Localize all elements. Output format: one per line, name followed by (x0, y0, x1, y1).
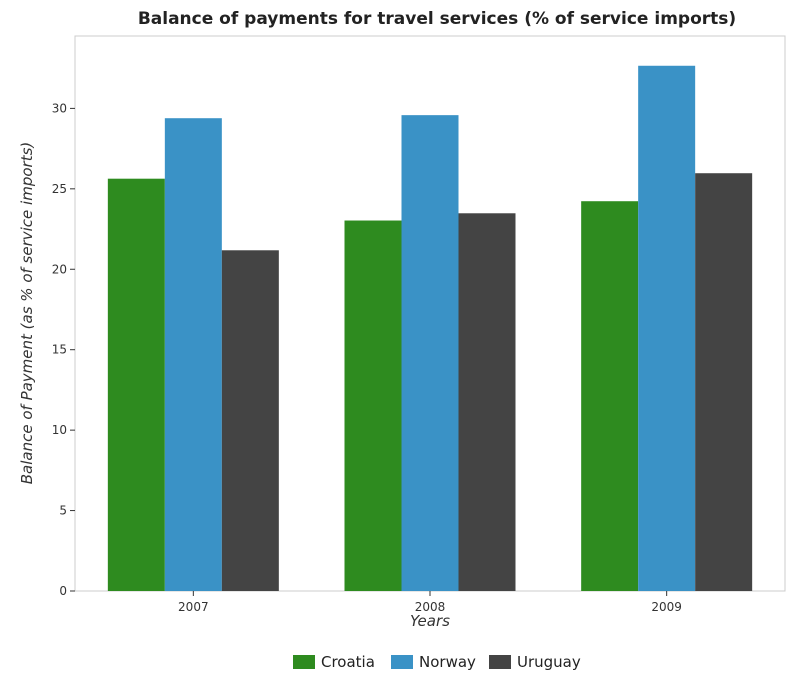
legend-swatch-croatia (293, 655, 315, 669)
x-tick-label: 2009 (651, 600, 682, 614)
legend-swatch-norway (391, 655, 413, 669)
y-tick-label: 0 (59, 584, 67, 598)
y-tick-label: 10 (52, 423, 67, 437)
bar-norway-2008 (402, 115, 459, 591)
legend-label-uruguay: Uruguay (517, 653, 581, 671)
legend-label-croatia: Croatia (321, 653, 375, 671)
y-axis-ticks: 0 5 10 15 20 25 30 (52, 101, 75, 598)
y-tick-label: 30 (52, 101, 67, 115)
bars (108, 66, 752, 591)
y-tick-label: 20 (52, 262, 67, 276)
bar-norway-2007 (165, 118, 222, 591)
legend: Croatia Norway Uruguay (293, 653, 581, 671)
bar-uruguay-2009 (695, 173, 752, 591)
chart-title: Balance of payments for travel services … (138, 9, 736, 29)
bar-croatia-2007 (108, 179, 165, 591)
x-tick-label: 2007 (178, 600, 209, 614)
plot-area: 0 5 10 15 20 25 30 2007 2008 2009 (52, 36, 785, 614)
bar-norway-2009 (638, 66, 695, 591)
legend-label-norway: Norway (419, 653, 476, 671)
y-tick-label: 25 (52, 182, 67, 196)
bar-croatia-2009 (581, 201, 638, 591)
y-tick-label: 15 (52, 343, 67, 357)
legend-swatch-uruguay (489, 655, 511, 669)
x-axis-label: Years (410, 612, 450, 630)
y-axis-label: Balance of Payment (as % of service impo… (18, 142, 36, 485)
y-tick-label: 5 (59, 504, 67, 518)
bar-uruguay-2008 (459, 213, 516, 591)
bar-croatia-2008 (345, 221, 402, 591)
x-axis-ticks: 2007 2008 2009 (178, 591, 682, 614)
bar-uruguay-2007 (222, 250, 279, 591)
